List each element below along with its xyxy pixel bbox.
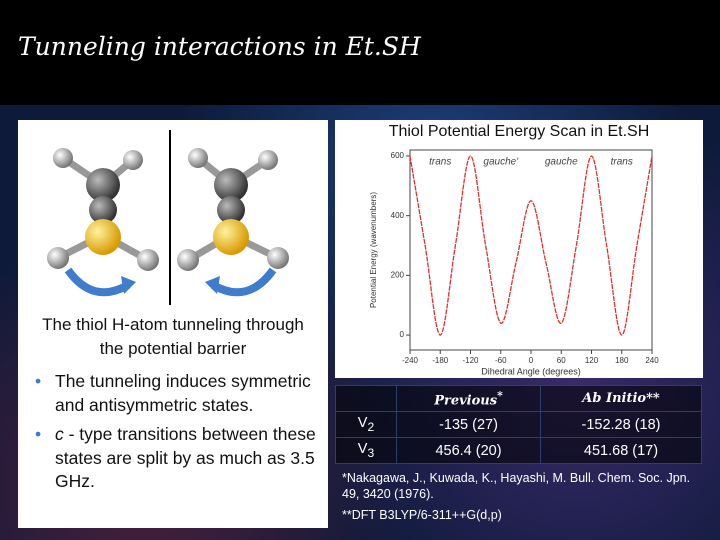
x-axis-label: Dihedral Angle (degrees) — [481, 366, 581, 376]
parameter-table: Previous* Ab Initio** V2 -135 (27) -152.28 (… — [335, 385, 702, 464]
y-tick-label: 0 — [400, 330, 405, 339]
y-axis-label: Potential Energy (wavenumbers) — [369, 192, 378, 308]
x-tick-label: 0 — [529, 356, 534, 365]
column-header-text: Ab Initio** — [582, 391, 660, 406]
column-header-text: Previous — [434, 393, 498, 409]
x-tick-label: -240 — [402, 356, 419, 365]
table-cell: 451.68 (17) — [540, 437, 702, 464]
y-tick-label: 400 — [391, 211, 405, 220]
column-header: Previous* — [396, 385, 541, 412]
bullet: c - type transitions between these state… — [28, 423, 323, 494]
row-symbol: V — [357, 415, 368, 432]
table-cell: -152.28 (18) — [540, 411, 702, 438]
caption: The thiol H-atom tunneling through the p… — [42, 315, 304, 358]
x-tick-label: -120 — [462, 356, 479, 365]
bullet-text: The tunneling induces symmetric and anti… — [55, 371, 311, 415]
conformer-label: gauche — [545, 157, 578, 168]
x-tick-label: 120 — [585, 356, 599, 365]
left-panel: The thiol H-atom tunneling through the p… — [18, 120, 328, 528]
y-tick-label: 600 — [391, 151, 405, 160]
x-tick-label: 60 — [557, 356, 566, 365]
y-tick-label: 200 — [391, 270, 405, 279]
row-label: V2 — [335, 411, 397, 438]
bullet-list: The tunneling induces symmetric and anti… — [28, 370, 323, 500]
molecule-illustration — [47, 130, 289, 305]
table-row: V2 -135 (27) -152.28 (18) — [335, 411, 702, 438]
energy-plot: Thiol Potential Energy Scan in Et.SH 0 20… — [335, 120, 703, 378]
x-tick-label: 180 — [615, 356, 629, 365]
row-symbol: V — [357, 441, 368, 458]
column-header: Ab Initio** — [540, 385, 702, 412]
row-subscript: 3 — [367, 445, 375, 460]
footnotes: *Nakagawa, J., Kuwada, K., Hayashi, M. B… — [342, 470, 692, 528]
conformer-label: trans — [429, 157, 451, 168]
bullet-text: - type transitions between these states … — [55, 424, 316, 491]
plot-title: Thiol Potential Energy Scan in Et.SH — [389, 123, 650, 140]
corner-cell — [335, 385, 397, 412]
table-cell: 456.4 (20) — [396, 437, 541, 464]
x-tick-label: -60 — [495, 356, 507, 365]
x-tick-label: -180 — [432, 356, 449, 365]
footnote: **DFT B3LYP/6-311++G(d,p) — [342, 508, 502, 522]
table-row: V3 456.4 (20) 451.68 (17) — [335, 437, 702, 464]
energy-curve — [409, 155, 653, 336]
conformer-label: gauche' — [483, 157, 519, 168]
footnote: *Nakagawa, J., Kuwada, K., Hayashi, M. B… — [342, 471, 691, 501]
slide-title: Tunneling interactions in Et.SH — [18, 32, 421, 61]
column-header-mark: * — [497, 388, 503, 402]
row-label: V3 — [335, 437, 397, 464]
bullet: The tunneling induces symmetric and anti… — [28, 370, 323, 417]
title-band — [0, 0, 720, 105]
conformer-label: trans — [611, 157, 633, 168]
bullet-lead: c — [55, 424, 64, 444]
table-cell: -135 (27) — [396, 411, 541, 438]
row-subscript: 2 — [367, 419, 375, 434]
x-tick-label: 240 — [645, 356, 659, 365]
